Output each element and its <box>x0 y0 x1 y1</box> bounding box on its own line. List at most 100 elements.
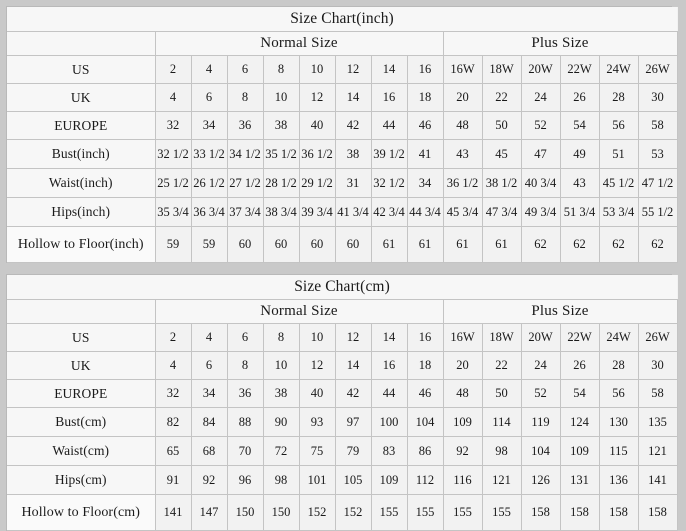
group-header-plus-size: Plus Size <box>443 299 678 324</box>
data-cell: 12 <box>335 323 372 352</box>
data-cell: 52 <box>521 111 561 140</box>
data-cell: 75 <box>299 436 336 466</box>
table-row: Hips(inch) 35 3/4 36 3/4 37 3/4 38 3/4 39 3/4… <box>7 197 678 227</box>
data-cell: 8 <box>227 83 264 112</box>
data-cell: 32 <box>155 379 192 408</box>
data-cell: 29 1/2 <box>299 168 336 198</box>
data-cell: 62 <box>638 226 678 263</box>
chart-title-row: Size Chart(inch) <box>7 7 678 32</box>
data-cell: 31 <box>335 168 372 198</box>
data-cell: 60 <box>299 226 336 263</box>
data-cell: 32 <box>155 111 192 140</box>
table-row: Hollow to Floor(inch) 59 59 60 60 60 60 61 61 61 6… <box>7 226 678 263</box>
data-cell: 10 <box>299 55 336 84</box>
group-header-row: Normal Size Plus Size <box>7 299 678 324</box>
data-cell: 97 <box>335 407 372 437</box>
row-label: Hollow to Floor(cm) <box>7 494 156 531</box>
corner-cell <box>7 299 156 324</box>
data-cell: 98 <box>482 436 522 466</box>
data-cell: 25 1/2 <box>155 168 192 198</box>
data-cell: 68 <box>191 436 228 466</box>
data-cell: 62 <box>599 226 639 263</box>
charts-container: Size Chart(inch) Normal Size Plus Size US 2 4… <box>6 6 678 531</box>
data-cell: 30 <box>638 83 678 112</box>
data-cell: 8 <box>263 323 300 352</box>
data-cell: 58 <box>638 379 678 408</box>
data-cell: 61 <box>407 226 444 263</box>
data-cell: 51 3/4 <box>560 197 600 227</box>
data-cell: 147 <box>191 494 228 531</box>
data-cell: 4 <box>191 55 228 84</box>
data-cell: 20W <box>521 323 561 352</box>
data-cell: 4 <box>155 83 192 112</box>
data-cell: 98 <box>263 465 300 495</box>
data-cell: 93 <box>299 407 336 437</box>
row-label: Hollow to Floor(inch) <box>7 226 156 263</box>
data-cell: 65 <box>155 436 192 466</box>
data-cell: 36 1/2 <box>299 139 336 169</box>
data-cell: 50 <box>482 111 522 140</box>
data-cell: 53 <box>638 139 678 169</box>
data-cell: 24 <box>521 351 561 380</box>
data-cell: 38 <box>263 111 300 140</box>
data-cell: 158 <box>560 494 600 531</box>
size-chart-2: Size Chart(cm) Normal Size Plus Size US 2 4 6 8… <box>6 274 678 531</box>
chart-title-row: Size Chart(cm) <box>7 275 678 300</box>
data-cell: 47 1/2 <box>638 168 678 198</box>
data-cell: 61 <box>482 226 522 263</box>
data-cell: 41 <box>407 139 444 169</box>
data-cell: 45 1/2 <box>599 168 639 198</box>
data-cell: 79 <box>335 436 372 466</box>
table-row: EUROPE 32 34 36 38 40 42 44 46 48 50 52 54 56 58 <box>7 111 678 140</box>
row-label: EUROPE <box>7 379 156 408</box>
row-label: Hips(inch) <box>7 197 156 227</box>
data-cell: 155 <box>407 494 444 531</box>
data-cell: 43 <box>443 139 483 169</box>
data-cell: 42 <box>335 111 372 140</box>
table-row: US 2 4 6 8 10 12 14 16 16W 18W 20W 22W 24W 26W <box>7 55 678 84</box>
data-cell: 131 <box>560 465 600 495</box>
data-cell: 22W <box>560 55 600 84</box>
data-cell: 130 <box>599 407 639 437</box>
group-header-plus-size: Plus Size <box>443 31 678 56</box>
data-cell: 40 <box>299 111 336 140</box>
data-cell: 6 <box>227 323 264 352</box>
data-cell: 90 <box>263 407 300 437</box>
data-cell: 60 <box>263 226 300 263</box>
data-cell: 14 <box>335 83 372 112</box>
data-cell: 48 <box>443 379 483 408</box>
data-cell: 53 3/4 <box>599 197 639 227</box>
data-cell: 100 <box>371 407 408 437</box>
data-cell: 6 <box>191 351 228 380</box>
data-cell: 10 <box>263 351 300 380</box>
table-row: Hips(cm) 91 92 96 98 101 105 109 112 116 121 126 131… <box>7 465 678 495</box>
data-cell: 96 <box>227 465 264 495</box>
data-cell: 16 <box>371 83 408 112</box>
data-cell: 12 <box>299 351 336 380</box>
row-label: Waist(inch) <box>7 168 156 198</box>
data-cell: 30 <box>638 351 678 380</box>
data-cell: 72 <box>263 436 300 466</box>
data-cell: 70 <box>227 436 264 466</box>
data-cell: 136 <box>599 465 639 495</box>
data-cell: 48 <box>443 111 483 140</box>
table-row: Waist(cm) 65 68 70 72 75 79 83 86 92 98 104 109 115 12… <box>7 436 678 466</box>
data-cell: 16 <box>371 351 408 380</box>
data-cell: 35 3/4 <box>155 197 192 227</box>
row-label: EUROPE <box>7 111 156 140</box>
data-cell: 20W <box>521 55 561 84</box>
data-cell: 20 <box>443 351 483 380</box>
data-cell: 158 <box>521 494 561 531</box>
data-cell: 27 1/2 <box>227 168 264 198</box>
data-cell: 88 <box>227 407 264 437</box>
table-row: Hollow to Floor(cm) 141 147 150 150 152 152 155… <box>7 494 678 531</box>
data-cell: 54 <box>560 379 600 408</box>
data-cell: 12 <box>335 55 372 84</box>
data-cell: 37 3/4 <box>227 197 264 227</box>
data-cell: 141 <box>638 465 678 495</box>
row-label: Bust(inch) <box>7 139 156 169</box>
data-cell: 34 1/2 <box>227 139 264 169</box>
data-cell: 50 <box>482 379 522 408</box>
data-cell: 115 <box>599 436 639 466</box>
